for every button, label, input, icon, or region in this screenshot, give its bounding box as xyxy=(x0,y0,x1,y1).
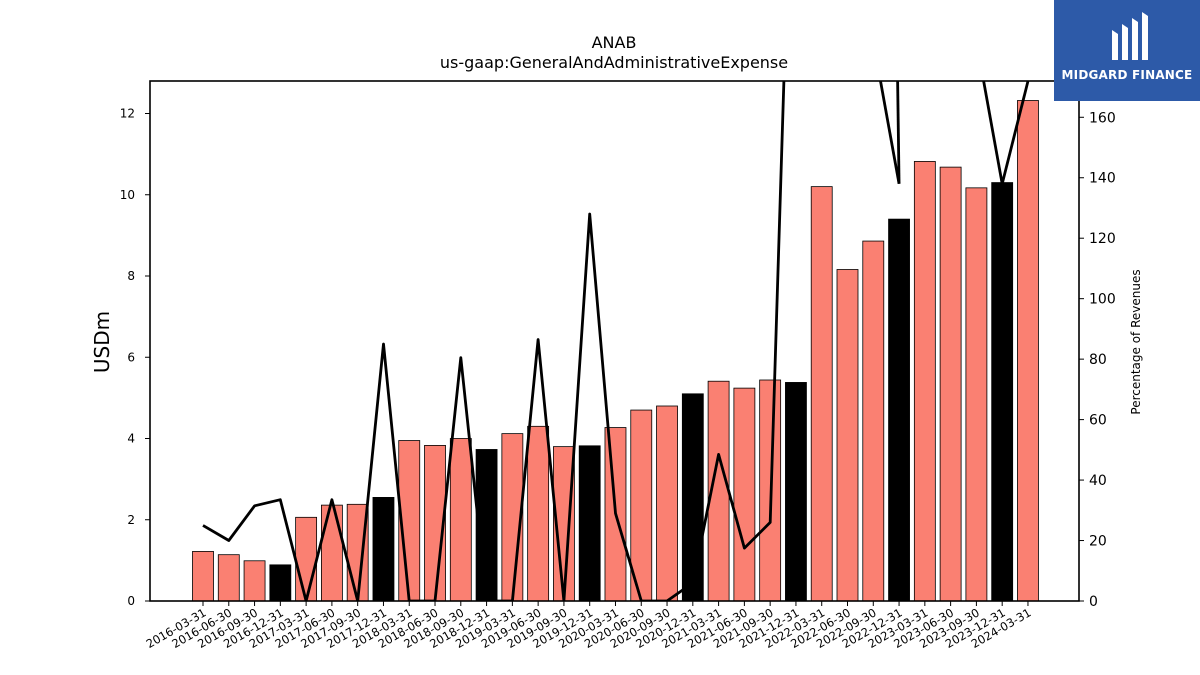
y2-axis-label: Percentage of Revenues xyxy=(1129,269,1143,414)
bar-2023-06-30 xyxy=(939,166,962,602)
y2-tick-label: 40 xyxy=(1089,473,1107,489)
bar-2020-09-30 xyxy=(656,405,678,602)
y-axis-label: USDm xyxy=(90,311,114,373)
y2-tick-label: 20 xyxy=(1089,534,1107,550)
bar-2018-09-30 xyxy=(449,438,472,602)
chart-subtitle: us-gaap:GeneralAndAdministrativeExpense xyxy=(440,53,788,72)
bar-2017-06-30 xyxy=(320,504,343,602)
x-axis: 2016-03-312016-06-302016-09-302016-12-31… xyxy=(144,601,1033,651)
bar-2023-12-31 xyxy=(991,182,1014,602)
bar-2019-06-30 xyxy=(527,425,550,602)
y-tick-label: 10 xyxy=(120,188,135,202)
bar-2016-09-30 xyxy=(243,560,266,602)
line-group xyxy=(202,81,1030,601)
y-tick-label: 0 xyxy=(127,594,135,608)
bar-2020-12-31 xyxy=(681,393,704,602)
ratio-line-spike-0 xyxy=(879,81,901,185)
plot-frame xyxy=(149,80,1080,602)
y-axis: 0 2 4 6 8 10 12 xyxy=(120,107,150,608)
y2-tick-label: 80 xyxy=(1089,352,1107,368)
bar-2021-06-30 xyxy=(733,387,756,602)
bar-2021-12-31 xyxy=(785,382,807,602)
y2-tick-label: 160 xyxy=(1089,110,1116,126)
bar-2022-12-31 xyxy=(888,218,910,602)
ratio-line-spike-1 xyxy=(982,81,1004,185)
y-tick-label: 4 xyxy=(127,432,135,446)
bars-group xyxy=(192,100,1039,602)
y-tick-label: 6 xyxy=(127,350,135,364)
bar-2016-12-31 xyxy=(269,564,292,602)
bar-2016-06-30 xyxy=(217,554,240,602)
y2-tick-label: 120 xyxy=(1089,231,1116,247)
y2-tick-label: 60 xyxy=(1089,413,1107,429)
y2-tick-label: 0 xyxy=(1089,594,1098,610)
bar-2016-03-31 xyxy=(192,551,214,602)
bar-2022-06-30 xyxy=(836,269,859,602)
midgard-finance-logo-icon xyxy=(1112,12,1148,60)
bar-2023-09-30 xyxy=(965,187,988,602)
bar-2022-03-31 xyxy=(810,186,833,602)
y-tick-label: 12 xyxy=(120,107,135,121)
midgard-finance-logo: MIDGARD FINANCE xyxy=(1054,0,1200,101)
ratio-line-segment-0 xyxy=(202,81,786,601)
y-tick-label: 8 xyxy=(127,269,135,283)
bar-2023-03-31 xyxy=(913,161,936,602)
y-tick-label: 2 xyxy=(127,513,135,527)
bar-2024-03-31 xyxy=(1017,100,1039,602)
y2-tick-label: 100 xyxy=(1089,292,1116,308)
ratio-line-segment-2 xyxy=(1000,81,1030,185)
bar-2019-12-31 xyxy=(578,445,601,602)
logo-text: MIDGARD FINANCE xyxy=(1061,68,1193,82)
bar-2022-09-30 xyxy=(862,240,885,602)
y2-axis: 0 20 40 60 80 100 120 140 160 xyxy=(1079,110,1116,610)
bar-2017-03-31 xyxy=(295,516,318,602)
bar-2017-12-31 xyxy=(372,497,395,602)
chart-title: ANAB xyxy=(592,33,637,52)
y2-tick-label: 140 xyxy=(1089,171,1116,187)
ratio-line-spike-2 xyxy=(896,81,901,184)
